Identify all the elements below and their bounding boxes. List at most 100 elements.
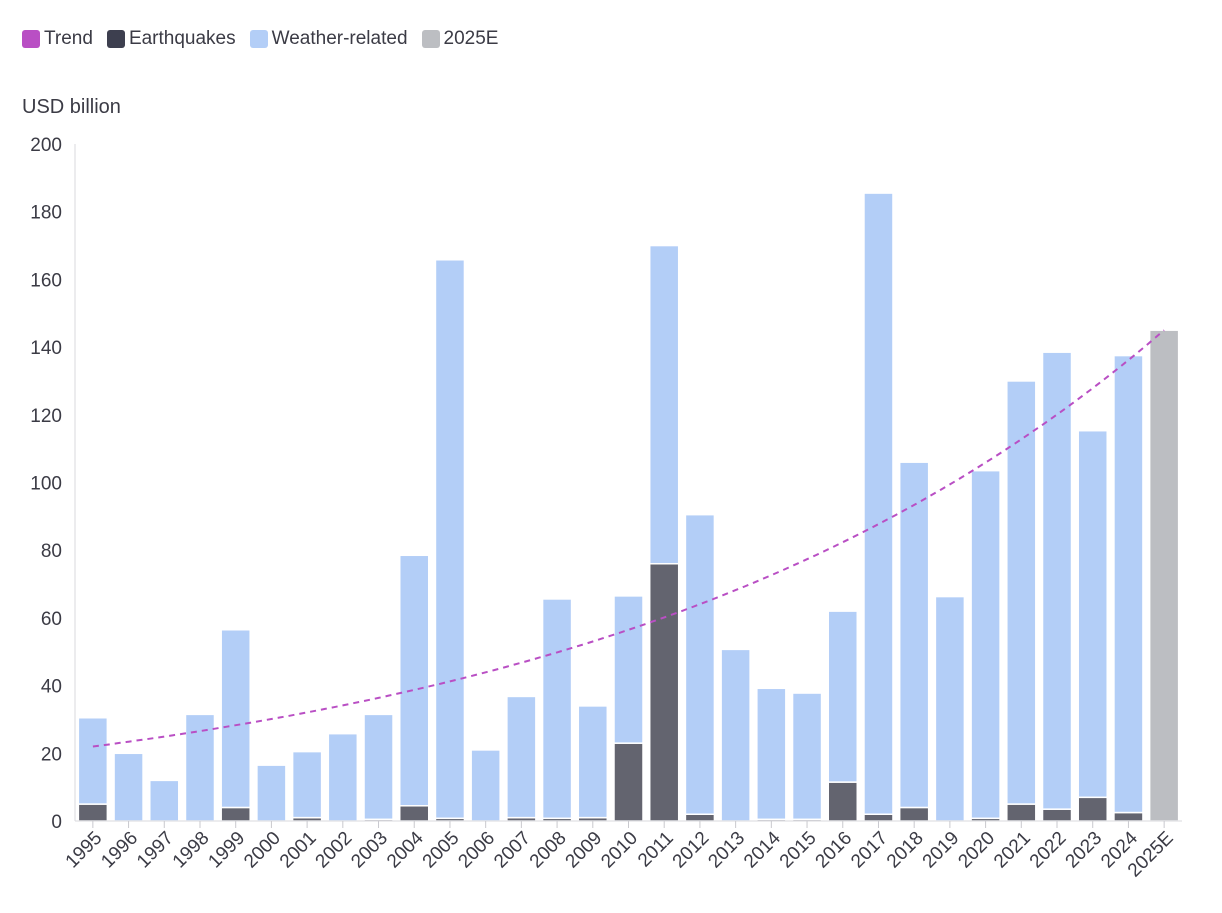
x-tick-label: 2008 bbox=[526, 828, 571, 873]
y-tick-label: 180 bbox=[30, 203, 62, 224]
bar-weather-related-2003 bbox=[363, 713, 394, 821]
bar-weather-related-2012 bbox=[684, 513, 716, 815]
x-tick-label: 2020 bbox=[954, 828, 999, 873]
legend-swatch-weather-related bbox=[249, 30, 268, 48]
bar-weather-related-1998 bbox=[184, 713, 216, 822]
x-tick-label: 2006 bbox=[454, 828, 499, 873]
x-tick-label: 2009 bbox=[562, 828, 607, 873]
legend-label-weather-related: Weather-related bbox=[271, 28, 408, 49]
x-tick-label: 1999 bbox=[204, 828, 249, 873]
x-tick-label: 2010 bbox=[597, 828, 642, 873]
y-tick-label: 60 bbox=[41, 609, 62, 630]
bar-earthquakes-2022 bbox=[1041, 808, 1073, 822]
bar-weather-related-2002 bbox=[327, 732, 359, 822]
bar-weather-related-1999 bbox=[220, 628, 251, 809]
bar-weather-related-2020 bbox=[970, 469, 1001, 820]
legend: Trend Earthquakes Weather-related 2025E bbox=[22, 28, 498, 50]
bar-weather-related-2013 bbox=[720, 648, 751, 822]
y-tick-label: 120 bbox=[30, 406, 62, 427]
bar-weather-related-2008 bbox=[541, 598, 573, 820]
x-tick-label: 2000 bbox=[240, 828, 285, 873]
y-tick-label: 100 bbox=[30, 474, 62, 495]
x-tick-label: 2003 bbox=[347, 828, 392, 873]
bar-2025e-2025e bbox=[1148, 329, 1180, 822]
bar-weather-related-1996 bbox=[113, 752, 144, 822]
bar-earthquakes-1995 bbox=[77, 803, 109, 822]
legend-item-earthquakes[interactable]: Earthquakes bbox=[106, 28, 236, 50]
y-tick-label: 0 bbox=[51, 812, 62, 833]
x-tick-label: 2018 bbox=[883, 828, 928, 873]
bar-weather-related-2018 bbox=[898, 461, 930, 809]
bar-earthquakes-2010 bbox=[613, 742, 644, 822]
x-tick-label: 1998 bbox=[169, 828, 214, 873]
legend-swatch-trend bbox=[22, 30, 40, 48]
bar-weather-related-2004 bbox=[398, 554, 430, 807]
legend-label-trend: Trend bbox=[44, 28, 93, 49]
x-tick-label: 1997 bbox=[133, 828, 178, 873]
bar-weather-related-2005 bbox=[434, 259, 466, 820]
x-tick-label: 2005 bbox=[419, 828, 464, 873]
bar-earthquakes-2012 bbox=[684, 813, 716, 822]
x-tick-label: 2019 bbox=[919, 828, 964, 873]
bar-weather-related-2017 bbox=[863, 192, 894, 815]
y-tick-label: 160 bbox=[30, 270, 62, 291]
bar-weather-related-2010 bbox=[613, 595, 644, 744]
y-tick-label: 40 bbox=[41, 677, 62, 698]
legend-item-2025e[interactable]: 2025E bbox=[421, 28, 499, 50]
y-tick-label: 140 bbox=[30, 338, 62, 359]
x-tick-label: 2007 bbox=[490, 828, 535, 873]
legend-label-earthquakes: Earthquakes bbox=[128, 28, 236, 49]
bar-earthquakes-2011 bbox=[648, 562, 680, 822]
x-tick-label: 2011 bbox=[634, 828, 678, 872]
y-tick-label: 80 bbox=[41, 541, 62, 562]
x-tick-label: 2002 bbox=[312, 828, 357, 873]
x-tick-label: 2021 bbox=[990, 828, 1035, 873]
x-tick-label: 1995 bbox=[62, 828, 107, 873]
x-tick-label: 2015 bbox=[776, 828, 821, 873]
bar-earthquakes-2016 bbox=[827, 781, 859, 822]
legend-label-2025e: 2025E bbox=[443, 28, 499, 49]
x-tick-label: 2013 bbox=[704, 828, 749, 873]
x-tick-label: 2022 bbox=[1026, 828, 1071, 873]
y-tick-label: 20 bbox=[41, 744, 62, 765]
x-tick-label: 2004 bbox=[383, 827, 428, 872]
trend-line bbox=[92, 329, 1165, 748]
bar-weather-related-2014 bbox=[756, 687, 787, 821]
x-tick-label: 2001 bbox=[276, 828, 321, 873]
x-tick-label: 2016 bbox=[812, 828, 857, 873]
x-tick-label: 1996 bbox=[97, 828, 142, 873]
legend-swatch-earthquakes bbox=[106, 30, 125, 48]
bar-weather-related-2009 bbox=[577, 705, 609, 819]
bar-earthquakes-2018 bbox=[898, 806, 930, 822]
bar-earthquakes-1999 bbox=[220, 806, 251, 822]
bar-earthquakes-2024 bbox=[1113, 811, 1144, 822]
x-tick-label: 2012 bbox=[669, 828, 714, 873]
bar-weather-related-2022 bbox=[1041, 351, 1073, 810]
bar-earthquakes-2004 bbox=[398, 805, 430, 822]
bar-weather-related-2015 bbox=[791, 692, 823, 821]
legend-item-trend[interactable]: Trend bbox=[22, 28, 93, 50]
bar-earthquakes-2021 bbox=[1006, 803, 1037, 822]
bar-earthquakes-2023 bbox=[1077, 796, 1108, 822]
y-tick-label: 200 bbox=[30, 135, 62, 156]
bar-weather-related-2006 bbox=[470, 749, 501, 822]
bar-weather-related-2019 bbox=[934, 595, 966, 822]
bar-weather-related-2001 bbox=[291, 750, 323, 819]
bar-weather-related-2011 bbox=[648, 244, 680, 565]
bar-weather-related-2000 bbox=[256, 764, 287, 822]
bar-weather-related-2024 bbox=[1113, 354, 1144, 814]
x-tick-label: 2017 bbox=[847, 828, 892, 873]
bar-earthquakes-2017 bbox=[863, 813, 894, 822]
x-tick-label: 2014 bbox=[740, 827, 785, 872]
legend-swatch-2025e bbox=[421, 30, 440, 48]
x-tick-label: 2023 bbox=[1062, 828, 1107, 873]
bar-weather-related-2007 bbox=[506, 695, 537, 819]
bar-weather-related-2023 bbox=[1077, 429, 1108, 799]
bar-weather-related-2021 bbox=[1006, 380, 1037, 805]
legend-item-weather-related[interactable]: Weather-related bbox=[249, 28, 408, 50]
bar-weather-related-1995 bbox=[77, 717, 109, 805]
y-axis-unit-label: USD billion bbox=[22, 96, 121, 118]
bar-weather-related-2016 bbox=[827, 610, 859, 783]
bar-weather-related-1997 bbox=[149, 779, 180, 822]
